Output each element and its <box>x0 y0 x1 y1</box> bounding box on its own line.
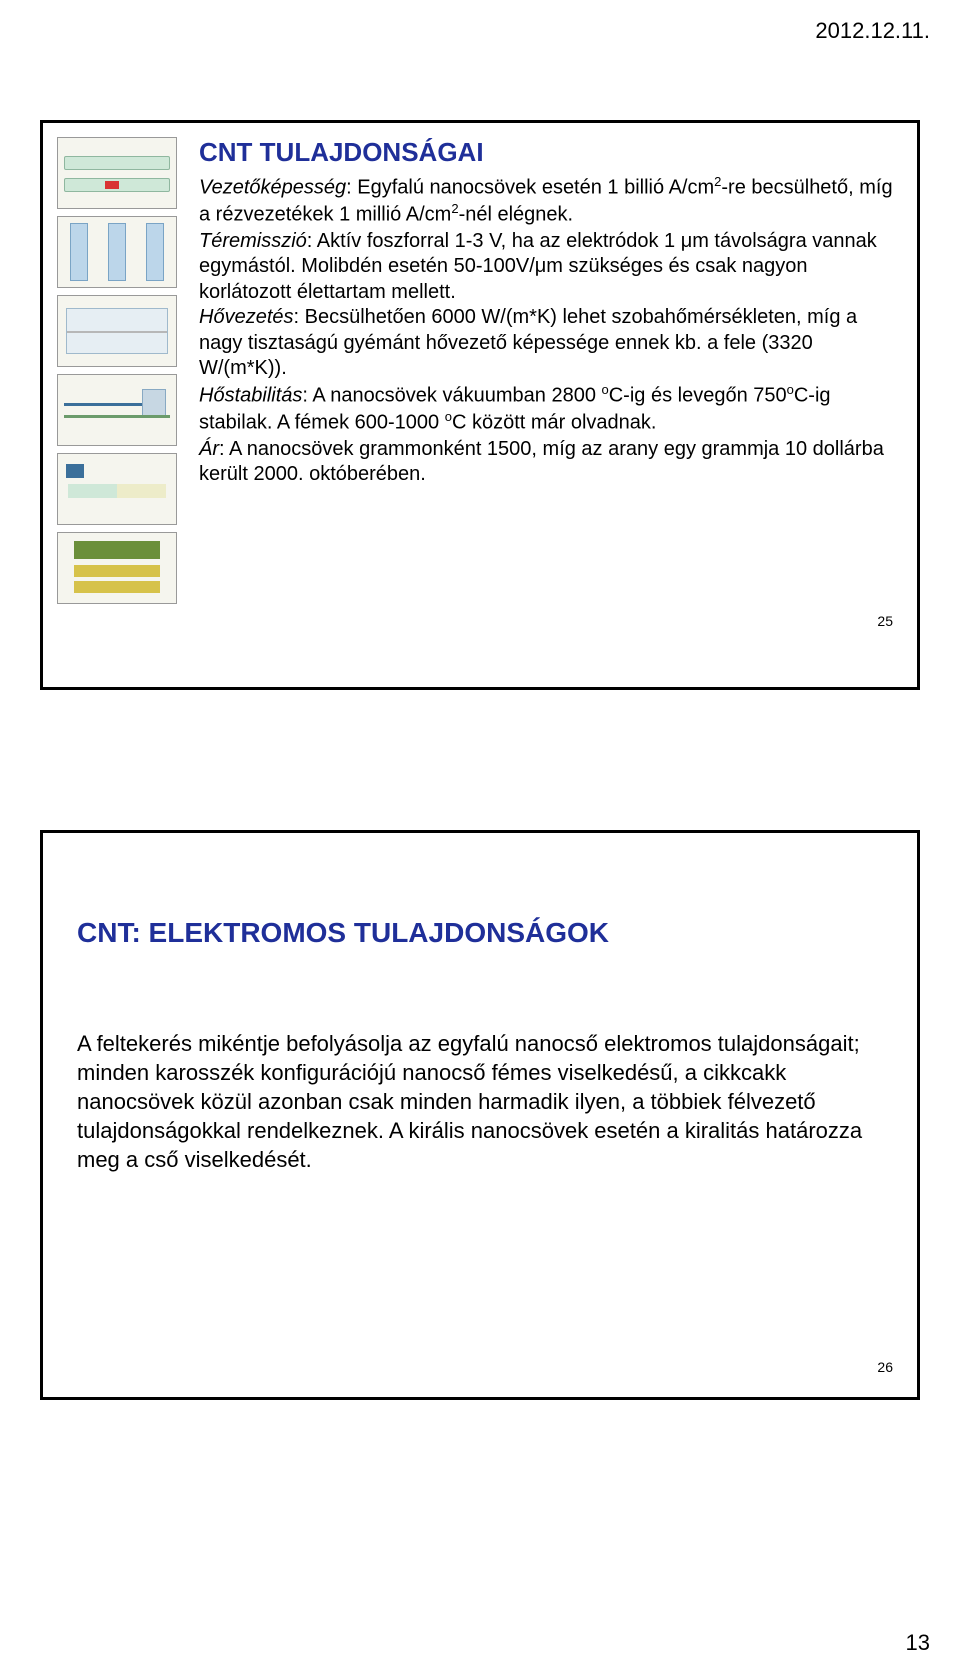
document-page-number: 13 <box>906 1630 930 1656</box>
slide-2-body: A feltekerés mikéntje befolyásolja az eg… <box>77 1029 883 1174</box>
slide-1-body: Vezetőképesség: Egyfalú nanocsövek eseté… <box>199 174 899 488</box>
slide-1-page-number: 25 <box>877 613 893 629</box>
slide-1-text-column: CNT TULAJDONSÁGAI Vezetőképesség: Egyfal… <box>193 123 917 687</box>
thumb-assembly <box>57 453 177 525</box>
thumb-conductivity <box>57 137 177 209</box>
document-date: 2012.12.11. <box>815 18 930 44</box>
thumb-price <box>57 532 177 604</box>
thumb-heat-conduction <box>57 295 177 367</box>
slide-2-frame: CNT: ELEKTROMOS TULAJDONSÁGOK A felteker… <box>40 830 920 1400</box>
slide-2-page-number: 26 <box>877 1359 893 1375</box>
label-heat-conduction: Hővezetés <box>199 306 294 328</box>
slide-2-title: CNT: ELEKTROMOS TULAJDONSÁGOK <box>77 917 883 949</box>
slide-2-content: CNT: ELEKTROMOS TULAJDONSÁGOK A felteker… <box>43 833 917 1397</box>
slide-1-title: CNT TULAJDONSÁGAI <box>199 137 899 168</box>
slide-1-content: CNT TULAJDONSÁGAI Vezetőképesség: Egyfal… <box>43 123 917 687</box>
label-heat-stability: Hőstabilitás <box>199 385 302 407</box>
slide-1-thumbnail-column <box>43 123 193 687</box>
slide-1-frame: CNT TULAJDONSÁGAI Vezetőképesség: Egyfal… <box>40 120 920 690</box>
label-conductivity: Vezetőképesség <box>199 177 346 199</box>
thumb-emission <box>57 216 177 288</box>
label-emission: Téremisszió <box>199 230 307 252</box>
thumb-heat-stability <box>57 374 177 446</box>
label-price: Ár <box>199 438 219 460</box>
